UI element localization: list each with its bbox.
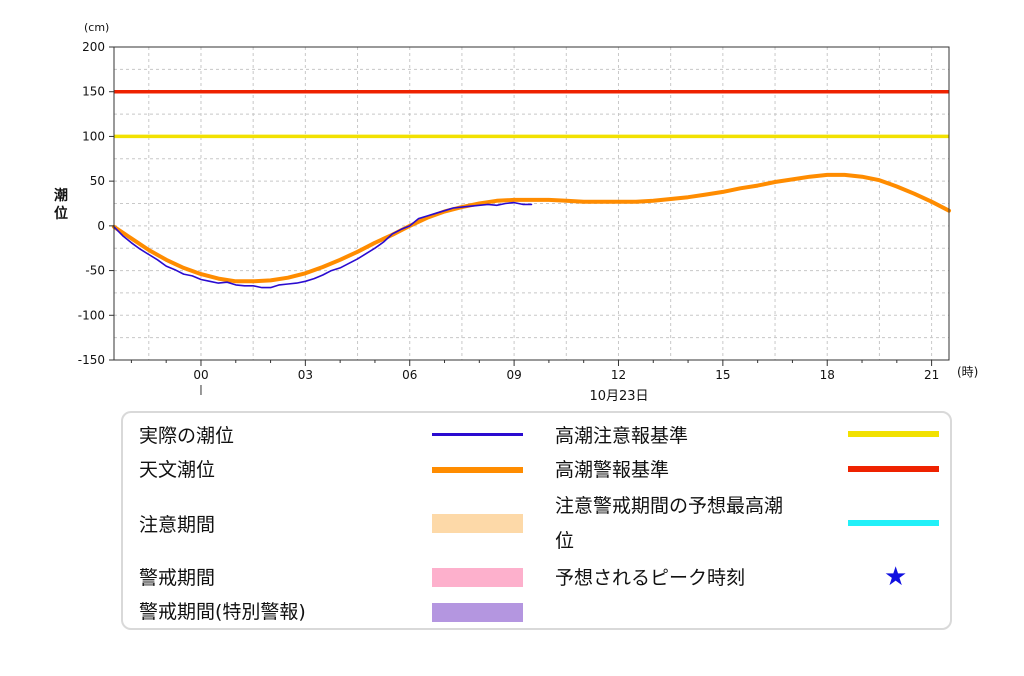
- legend-swatch-caution-period: [432, 514, 523, 533]
- plot-frame: [113, 46, 950, 361]
- legend-label-astronomical-tide: 天文潮位: [139, 459, 216, 481]
- y-tick-label: -100: [78, 308, 105, 322]
- legend-swatch-warning-period: [432, 568, 523, 587]
- legend-label-storm-surge-advisory: 高潮注意報基準: [555, 425, 689, 447]
- legend-label-caution-period: 注意期間: [139, 514, 216, 536]
- x-tick-label: 06: [402, 368, 417, 382]
- legend-swatch-special-warning-period: [432, 603, 523, 622]
- x-tick-label: 21: [924, 368, 939, 382]
- legend-swatch-storm-surge-advisory: [848, 431, 939, 437]
- x-tick-label: 18: [820, 368, 835, 382]
- y-tick-label: -150: [78, 353, 105, 367]
- date-label: 10月23日: [589, 389, 648, 404]
- series-lines: [112, 172, 951, 289]
- grid-lines: [114, 47, 949, 360]
- x-tick-label: 12: [611, 368, 626, 382]
- y-tick-label: 100: [82, 129, 105, 143]
- legend-label-storm-surge-warning: 高潮警報基準: [555, 459, 670, 481]
- legend-swatch-actual-tide: [432, 433, 523, 436]
- legend-label-special-warning-period: 警戒期間(特別警報): [139, 601, 306, 623]
- y-tick-label: 50: [90, 174, 105, 188]
- y-axis-title-char: 潮: [54, 187, 68, 204]
- y-tick-label: 200: [82, 40, 105, 54]
- x-unit-label: (時): [957, 365, 978, 379]
- x-tick-label: 03: [298, 368, 313, 382]
- legend-swatch-predicted-max-tide: [848, 520, 939, 526]
- legend-label-warning-period: 警戒期間: [139, 567, 216, 589]
- legend-label-predicted-max-tide: 注意警戒期間の予想最高潮: [555, 495, 784, 517]
- series-line-1: [113, 201, 533, 289]
- legend-label-actual-tide: 実際の潮位: [139, 425, 235, 447]
- y-tick-label: 0: [97, 219, 105, 233]
- star-icon: ★: [884, 562, 908, 592]
- axes: [109, 46, 950, 395]
- tide-chart: -150 -100 -50 0 50 100 150 200 00 03 06 09 12 15 18 21 (…: [54, 21, 978, 404]
- y-tick-label: 150: [82, 85, 105, 99]
- legend-label-predicted-peak-time: 予想されるピーク時刻: [555, 567, 746, 589]
- y-tick-label: -50: [85, 264, 105, 278]
- legend-swatch-astronomical-tide: [432, 467, 523, 473]
- axis-labels: -150 -100 -50 0 50 100 150 200 00 03 06 09 12 15 18 21 (…: [54, 21, 978, 404]
- x-tick-label: 09: [506, 368, 521, 382]
- y-axis-title-char: 位: [54, 205, 68, 222]
- threshold-lines: [114, 89, 949, 139]
- legend-label-predicted-max-tide-line2: 位: [555, 530, 575, 552]
- series-line-0: [112, 172, 951, 284]
- y-unit-label: (cm): [84, 21, 109, 34]
- legend-swatch-storm-surge-warning: [848, 466, 939, 472]
- legend: 実際の潮位 天文潮位 注意期間 警戒期間 警戒期間(特別警報) 高潮注意報基準 …: [121, 411, 952, 630]
- x-tick-label: 00: [193, 368, 208, 382]
- x-tick-label: 15: [715, 368, 730, 382]
